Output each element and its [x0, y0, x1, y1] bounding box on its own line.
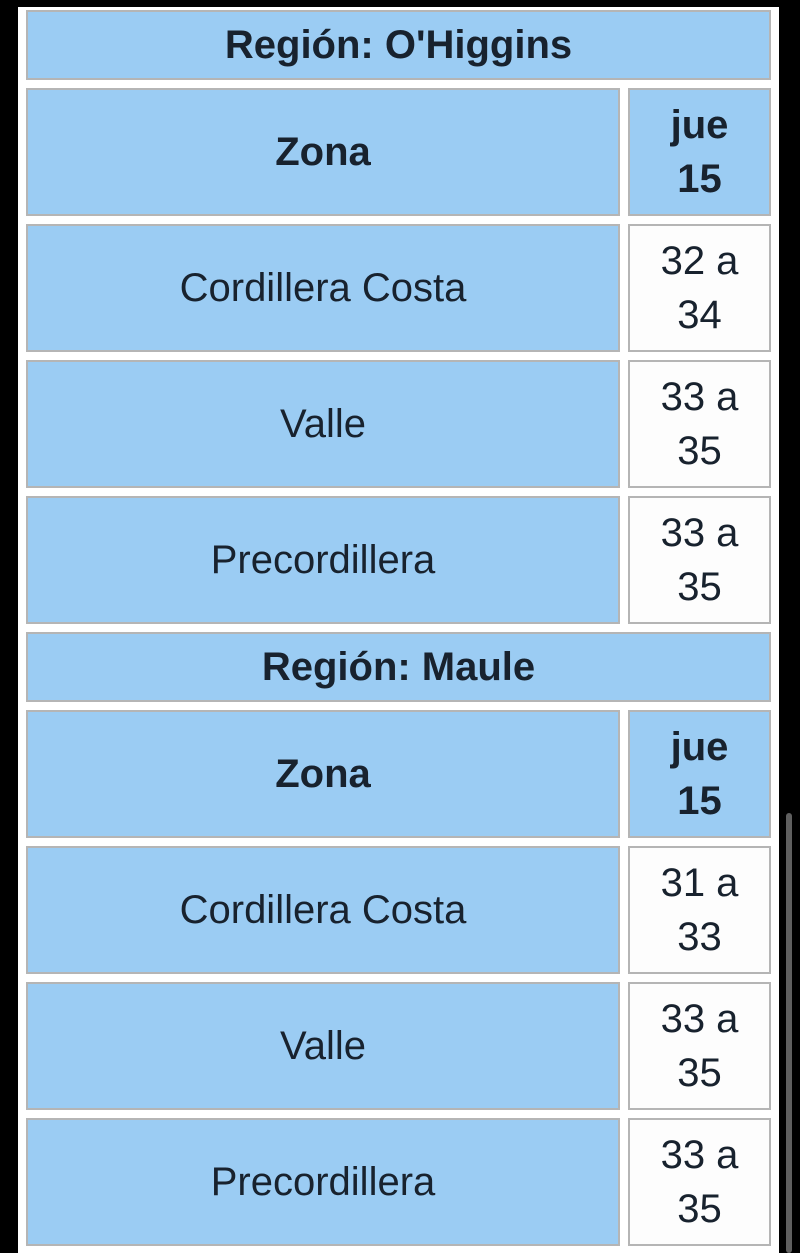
temperature-value-cell: 31 a 33: [628, 846, 772, 974]
vertical-scrollbar-thumb[interactable]: [786, 813, 792, 1253]
table-row: Cordillera Costa 32 a 34: [26, 224, 772, 352]
zone-cell: Cordillera Costa: [26, 224, 620, 352]
temperature-value-cell: 33 a 35: [628, 360, 772, 488]
table-row: Valle 33 a 35: [26, 360, 772, 488]
table-row: Precordillera 33 a 35: [26, 496, 772, 624]
temperature-value-cell: 33 a 35: [628, 1118, 772, 1246]
zone-column-header: Zona: [26, 710, 620, 838]
zone-column-header: Zona: [26, 88, 620, 216]
temperature-value-cell: 33 a 35: [628, 982, 772, 1110]
zone-cell: Cordillera Costa: [26, 846, 620, 974]
table-row: Región: O'Higgins: [26, 10, 772, 80]
table-row: Cordillera Costa 31 a 33: [26, 846, 772, 974]
zone-cell: Valle: [26, 360, 620, 488]
table-row: Precordillera 33 a 35: [26, 1118, 772, 1246]
temperature-value-cell: 33 a 35: [628, 496, 772, 624]
zone-cell: Precordillera: [26, 1118, 620, 1246]
zone-cell: Precordillera: [26, 496, 620, 624]
table-row: Valle 33 a 35: [26, 982, 772, 1110]
table-row: Región: Maule: [26, 632, 772, 702]
forecast-table: Región: O'Higgins Zona jue 15 Cordillera…: [18, 2, 780, 1253]
table-row: Zona jue 15: [26, 710, 772, 838]
region-header-ohiggins: Región: O'Higgins: [26, 10, 772, 80]
region-header-maule: Región: Maule: [26, 632, 772, 702]
day-column-header: jue 15: [628, 710, 772, 838]
zone-cell: Valle: [26, 982, 620, 1110]
top-black-strip: [0, 0, 800, 7]
day-column-header: jue 15: [628, 88, 772, 216]
table-row: Zona jue 15: [26, 88, 772, 216]
temperature-value-cell: 32 a 34: [628, 224, 772, 352]
